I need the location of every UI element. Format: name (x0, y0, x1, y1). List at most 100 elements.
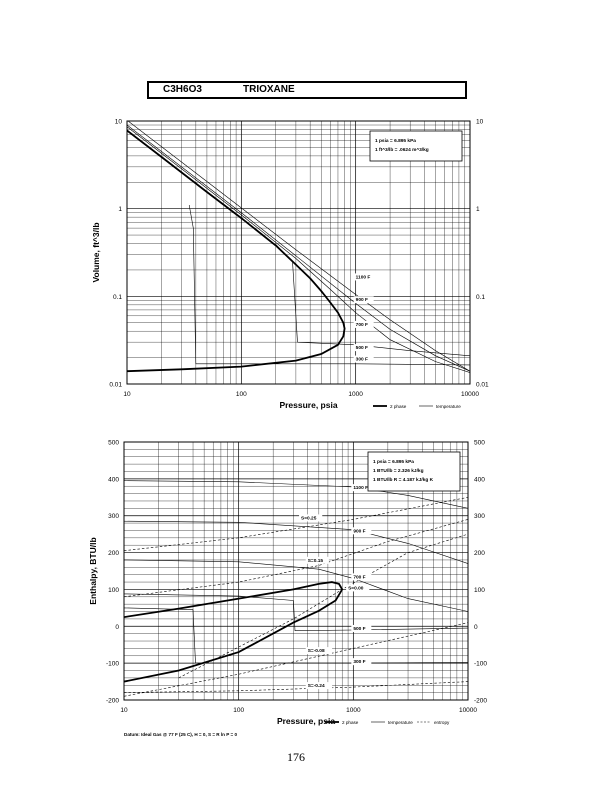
series-label: 500 F (353, 626, 365, 632)
series-label-group: S=-0.24 (305, 682, 333, 690)
series-label-bg (353, 296, 374, 304)
temperature-curve (127, 126, 470, 373)
entropy-curve (124, 497, 468, 551)
series-label-group: S=0.00 (346, 584, 370, 592)
series-label-group: 1100 F (351, 484, 375, 492)
series-label-bg (351, 624, 372, 632)
temperature-curve (127, 124, 470, 372)
y-tick-label: -200 (106, 698, 119, 705)
x-axis-label: Pressure, psia (279, 400, 337, 410)
series-label: S=0.25 (301, 515, 317, 521)
enthalpy-chart: 10 100 1000 10000-200-1000100200300400500-2… (88, 440, 487, 738)
series-label-group: 500 F (353, 344, 374, 352)
plot-frame (126, 120, 471, 385)
series-label-group: 300 F (353, 355, 374, 363)
series-label: 1100 F (356, 274, 371, 280)
x-tick-label: 10000 (461, 391, 479, 398)
y-axis-label: Volume, ft^3/lb (91, 222, 101, 282)
two-phase-dome-curve (124, 581, 344, 683)
legend-label: temperature (436, 404, 461, 409)
series-label: 300 F (353, 659, 365, 665)
y-tick-label-right: 0.1 (476, 294, 485, 301)
legend-label: 2 phase (342, 720, 359, 725)
y-tick-label-right: 0 (474, 624, 478, 631)
x-tick-label: 1000 (348, 391, 363, 398)
series-label-bg (353, 273, 377, 281)
series-label: 900 F (356, 297, 368, 303)
series-label-bg (353, 355, 374, 363)
y-tick-label-right: 500 (474, 440, 485, 447)
temperature-curve (124, 593, 468, 632)
series-label: 300 F (356, 357, 368, 363)
y-tick-label-right: 300 (474, 513, 485, 520)
series-label: S=0.15 (308, 558, 324, 564)
y-tick-label-right: -100 (474, 661, 487, 668)
series-label-group: S=0.25 (299, 514, 323, 522)
series-label-group: 700 F (353, 320, 374, 328)
series-label: S=0.00 (348, 585, 364, 591)
series-label: 500 F (356, 345, 368, 351)
y-tick-label: 300 (108, 513, 119, 520)
series-label-group: 700 F (351, 573, 372, 581)
two-phase-dome-curve (127, 129, 346, 373)
entropy-curve (178, 533, 468, 679)
compound-name: TRIOXANE (243, 84, 295, 95)
y-tick-label: 1 (118, 206, 122, 213)
conversion-note: 1 BTU/lb = 2.326 kJ/kg (373, 468, 424, 474)
y-tick-label: 10 (115, 119, 123, 126)
y-tick-label-right: 200 (474, 550, 485, 557)
y-tick-label: 0.1 (113, 294, 122, 301)
series-label-bg (351, 573, 372, 581)
y-tick-label-right: 400 (474, 476, 485, 483)
conversion-note: 1 psia = 6.895 kPa (375, 138, 416, 144)
compound-formula: C3H6O3 (163, 84, 202, 95)
series-label-bg (351, 527, 372, 535)
temperature-curve (124, 520, 468, 564)
page-number: 176 (287, 750, 305, 764)
entropy-curve (124, 622, 468, 697)
y-tick-label: 200 (108, 550, 119, 557)
y-axis-label: Enthalpy, BTU/lb (88, 537, 98, 604)
series-label: S=-0.24 (308, 683, 325, 689)
series-label-group: S=0.15 (305, 556, 329, 564)
legend-label: entropy (434, 720, 450, 725)
conversion-note: 1 BTU/lb R = 4.187 kJ/kg K (373, 477, 434, 483)
datum-footnote: Datum: Ideal Gas @ 77 F (25 C), H = 0, S… (124, 732, 237, 737)
entropy-curve (124, 681, 468, 693)
grid (126, 121, 470, 385)
y-tick-label-right: 10 (476, 119, 484, 126)
series-label-group: 500 F (351, 624, 372, 632)
conversion-note-box (367, 451, 461, 492)
series-label: 1100 F (353, 485, 368, 491)
series-label-bg (305, 647, 333, 655)
legend-label: temperature (388, 720, 413, 725)
y-tick-label: 100 (108, 587, 119, 594)
temperature-curve (188, 204, 470, 366)
legend-label: 2 phase (390, 404, 407, 409)
series-label: 700 F (356, 322, 368, 328)
temperature-curve (124, 607, 468, 664)
series-label-group: 900 F (351, 527, 372, 535)
volume-chart: 10 100 1000 100000.010.11100.010.1110Pressu… (91, 119, 489, 411)
series-label-group: 900 F (353, 296, 374, 304)
series-label-group: 1100 F (353, 273, 377, 281)
series-label-bg (353, 320, 374, 328)
series-label: 700 F (353, 574, 365, 580)
x-tick-label: 100 (236, 391, 247, 398)
conversion-note: 1 ft^3/lb = .0624 m^3/kg (375, 147, 429, 153)
conversion-note: 1 psia = 6.895 kPa (373, 459, 414, 465)
y-tick-label-right: -200 (474, 698, 487, 705)
series-label-bg (351, 484, 375, 492)
series-label-bg (305, 682, 333, 690)
series-label-bg (351, 658, 372, 666)
y-tick-label: 500 (108, 440, 119, 447)
curves (124, 480, 468, 697)
y-tick-label: -100 (106, 661, 119, 668)
y-tick-label-right: 100 (474, 587, 485, 594)
conversion-note-box (369, 130, 463, 162)
compound-header-box: C3H6O3 TRIOXANE (147, 81, 467, 99)
x-tick-label: 10 (123, 391, 131, 398)
temperature-curve (124, 559, 468, 612)
plot-frame (123, 441, 469, 701)
